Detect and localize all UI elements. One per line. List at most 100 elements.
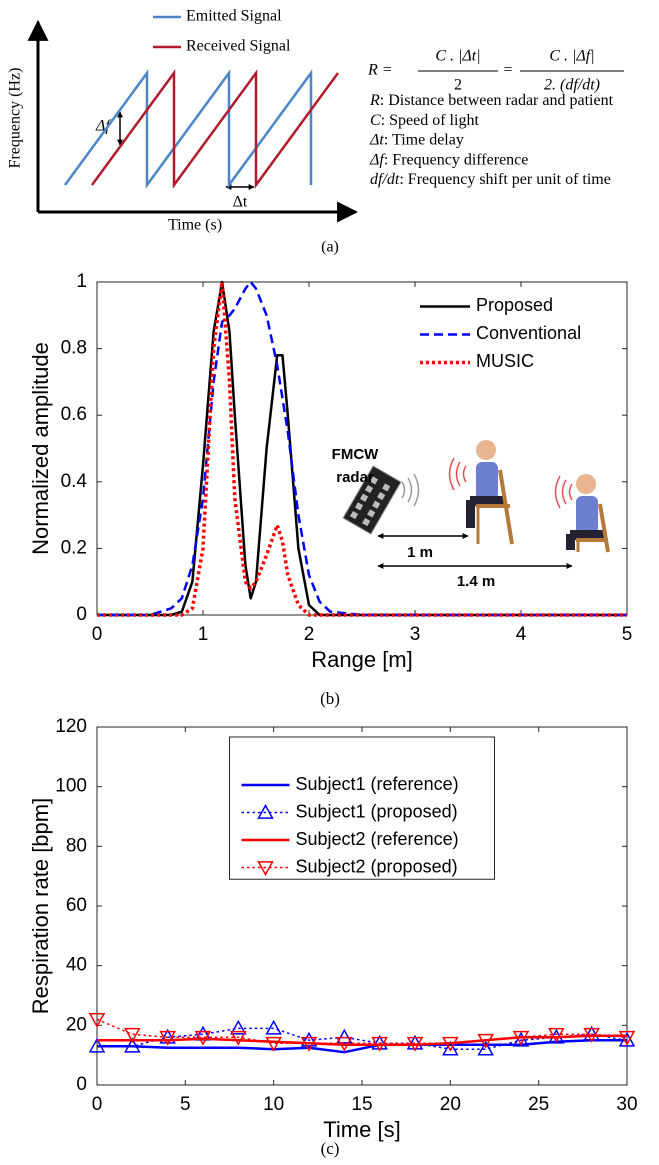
x-axis-label: Range [m] <box>311 647 413 672</box>
y-tick-label: 1 <box>76 271 87 292</box>
y-tick-label: 20 <box>66 1014 87 1035</box>
definition-text: : Distance between radar and patient <box>380 92 614 109</box>
annotation: FMCW <box>332 446 379 463</box>
legend-box <box>229 736 495 880</box>
x-tick-label: 30 <box>616 1094 637 1115</box>
annotation: 1.4 m <box>457 573 495 590</box>
delta-f: Δf <box>95 118 112 135</box>
marker <box>194 1030 212 1046</box>
signal <box>90 69 340 189</box>
caption: (a) <box>321 239 339 256</box>
formula-num: C . |Δt| <box>435 48 480 65</box>
marker <box>230 1030 247 1046</box>
marker <box>88 1013 106 1028</box>
marker <box>618 1031 636 1047</box>
y-tick-label: 0.2 <box>61 537 87 558</box>
y-tick-label: 100 <box>55 776 87 797</box>
legend-label: Subject1 (proposed) <box>296 801 458 821</box>
x-tick-label: 5 <box>622 624 633 645</box>
series-line <box>97 280 627 617</box>
definition: Δf: Frequency difference <box>369 151 528 168</box>
y-axis-label: Frequency (Hz) <box>7 68 24 169</box>
x-tick-label: 3 <box>410 624 421 645</box>
x-tick-label: 25 <box>528 1094 549 1115</box>
definition-symbol: Δf <box>369 151 386 168</box>
caption: (b) <box>320 689 340 708</box>
legend-label: Emitted Signal <box>186 8 282 25</box>
marker <box>300 1036 318 1052</box>
marker <box>583 1027 600 1043</box>
definition: C: Speed of light <box>370 111 479 128</box>
legend-marker <box>257 803 274 819</box>
marker <box>512 1030 530 1046</box>
legend-label: Subject2 (reference) <box>296 829 459 849</box>
series-line <box>97 1034 627 1046</box>
definition-symbol: Δt <box>369 131 384 148</box>
y-tick-label: 0.6 <box>61 404 87 425</box>
y-tick-label: 80 <box>66 835 87 856</box>
x-axis-label: Time [s] <box>323 1117 400 1142</box>
series-line <box>97 1027 628 1050</box>
marker <box>300 1031 318 1047</box>
marker <box>265 1036 282 1052</box>
legend-marker <box>257 861 274 877</box>
x-tick-label: 0 <box>92 624 103 645</box>
marker <box>88 1037 106 1053</box>
y-axis-label: Respiration rate [bpm] <box>28 798 53 1014</box>
y-tick-label: 120 <box>55 716 87 737</box>
plot-area <box>96 281 628 616</box>
marker <box>230 1019 247 1035</box>
formula-eq: = <box>503 62 512 79</box>
x-tick-label: 5 <box>180 1094 191 1115</box>
marker <box>442 1036 459 1052</box>
diagram-a: Frequency (Hz) Time (s) Emitted Signal R… <box>7 8 624 256</box>
formula-lhs: R = <box>367 62 393 79</box>
marker <box>477 1033 494 1049</box>
x-tick-label: 15 <box>351 1094 372 1115</box>
caption: (c) <box>321 1139 340 1158</box>
marker <box>406 1036 424 1052</box>
y-axis-label: Normalized amplitude <box>28 342 53 555</box>
y-tick-label: 0 <box>76 604 87 625</box>
legend-label: Proposed <box>476 295 553 315</box>
definition-text: : Frequency shift per unit of time <box>399 171 611 188</box>
definition: Δt: Time delay <box>369 131 464 148</box>
y-tick-label: 40 <box>66 955 87 976</box>
marker <box>512 1031 530 1047</box>
marker <box>336 1028 353 1044</box>
y-tick-label: 0.4 <box>61 471 88 492</box>
marker <box>548 1027 565 1043</box>
series-line <box>97 280 627 617</box>
x-tick-label: 1 <box>198 624 209 645</box>
definition-text: : Frequency difference <box>384 151 529 168</box>
marker <box>442 1040 459 1056</box>
marker <box>336 1036 353 1052</box>
series-line <box>97 1039 627 1054</box>
marker <box>124 1027 141 1043</box>
illustration <box>342 440 610 569</box>
definition: df/dt: Frequency shift per unit of time <box>370 171 611 188</box>
definition-symbol: R <box>369 92 380 109</box>
radar-icon <box>342 465 402 535</box>
legend-label: Received Signal <box>186 38 291 55</box>
legend-label: Conventional <box>476 323 581 343</box>
definition-text: : Time delay <box>384 131 464 148</box>
marker <box>618 1030 636 1046</box>
legend-label: Subject2 (proposed) <box>296 856 458 876</box>
y-tick-label: 0 <box>76 1074 87 1095</box>
waves <box>401 457 573 509</box>
person <box>566 474 610 553</box>
signal <box>63 69 313 189</box>
person <box>466 440 514 545</box>
legend-label: Subject1 (reference) <box>296 774 459 794</box>
formula-den: 2. (df/dt) <box>544 77 600 94</box>
legend-label: MUSIC <box>476 351 534 371</box>
y-tick-label: 0.8 <box>61 338 87 359</box>
x-tick-label: 4 <box>516 624 527 645</box>
x-tick-label: 0 <box>92 1094 103 1115</box>
formula-den: 2 <box>454 77 462 94</box>
annotation: radar <box>336 469 374 486</box>
marker <box>159 1030 176 1046</box>
definition-symbol: C <box>370 111 381 128</box>
